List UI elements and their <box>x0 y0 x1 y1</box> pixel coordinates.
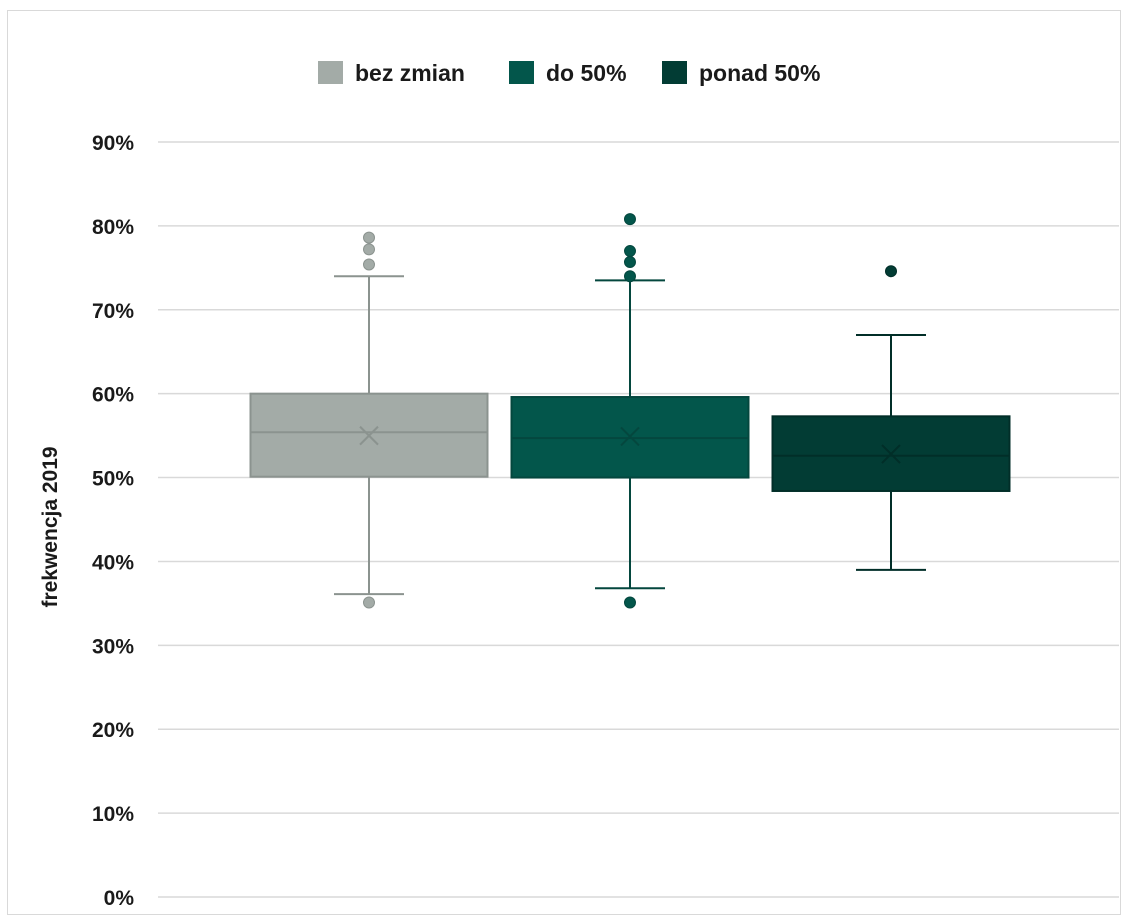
y-axis-label: frekwencja 2019 <box>39 446 62 607</box>
y-tick-label: 60% <box>92 384 134 407</box>
box-2 <box>510 213 750 609</box>
outlier-point <box>624 255 636 268</box>
legend-label: ponad 50% <box>699 60 820 86</box>
y-tick-label: 0% <box>104 887 135 910</box>
y-tick-label: 30% <box>92 635 134 658</box>
outlier-point <box>885 265 897 278</box>
y-tick-label: 40% <box>92 551 134 574</box>
box-plot-chart: bez zmian do 50% ponad 50% 0% 10% 20% 30% 40% 5… <box>39 60 1119 910</box>
y-tick-label: 70% <box>92 300 134 323</box>
chart-frame: bez zmian do 50% ponad 50% 0% 10% 20% 30% 40% 5… <box>7 10 1121 915</box>
mean-marker <box>620 426 640 447</box>
outlier-point <box>624 270 636 283</box>
legend: bez zmian do 50% ponad 50% <box>318 60 820 86</box>
mean-marker <box>881 444 901 464</box>
y-tick-label: 90% <box>92 132 134 155</box>
outlier-point <box>624 213 636 226</box>
legend-swatch <box>662 61 687 84</box>
y-tick-label: 20% <box>92 719 134 742</box>
y-axis-ticks: 0% 10% 20% 30% 40% 50% 60% 70% 80% 90% <box>92 132 134 910</box>
legend-swatch <box>318 61 343 84</box>
outlier-point <box>363 231 375 244</box>
y-tick-label: 50% <box>92 468 134 491</box>
y-tick-label: 80% <box>92 216 134 239</box>
outlier-point <box>624 596 636 609</box>
legend-label: do 50% <box>546 60 627 86</box>
outlier-point <box>363 596 375 609</box>
boxes <box>249 213 1011 609</box>
outlier-point <box>363 258 375 271</box>
box-3 <box>771 265 1011 571</box>
outlier-point <box>624 245 636 258</box>
gridlines <box>158 141 1119 898</box>
mean-marker <box>359 425 379 446</box>
outlier-point <box>363 243 375 256</box>
legend-swatch <box>509 61 534 84</box>
legend-label: bez zmian <box>355 60 465 86</box>
y-tick-label: 10% <box>92 803 134 826</box>
box-1 <box>249 231 489 609</box>
